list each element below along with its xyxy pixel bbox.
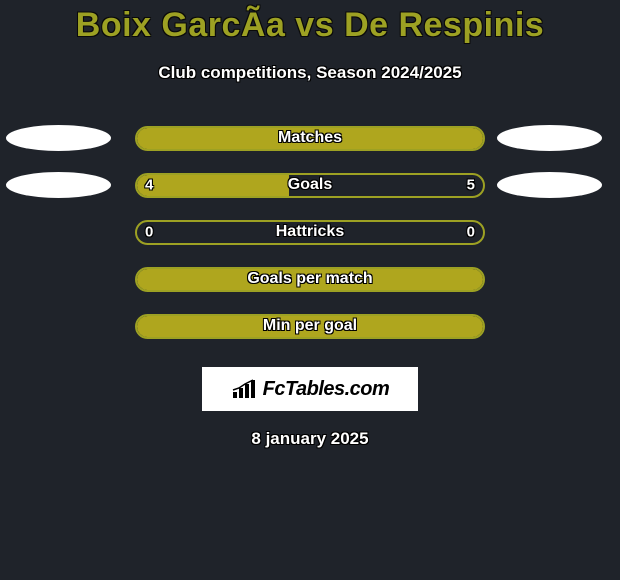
stat-bar: Matches (135, 126, 485, 151)
stat-label: Goals per match (247, 270, 372, 288)
player-ellipse-right (497, 172, 602, 198)
player-ellipse-left (6, 125, 111, 151)
stat-value-right: 0 (467, 224, 475, 241)
comparison-chart: Boix GarcÃ­a vs De Respinis Club competi… (0, 0, 620, 449)
stat-value-left: 0 (145, 224, 153, 241)
stat-bar: Min per goal (135, 314, 485, 339)
stat-value-right: 5 (467, 177, 475, 194)
stat-bar-fill (137, 175, 289, 196)
stat-label: Goals (288, 176, 332, 194)
player-ellipse-right (497, 125, 602, 151)
stat-value-left: 4 (145, 177, 153, 194)
page-title: Boix GarcÃ­a vs De Respinis (0, 6, 620, 45)
stat-row: Min per goal (0, 313, 620, 339)
stat-label: Hattricks (276, 223, 344, 241)
subtitle: Club competitions, Season 2024/2025 (0, 63, 620, 83)
stat-bar: 4 5 Goals (135, 173, 485, 198)
stat-bar: 0 0 Hattricks (135, 220, 485, 245)
stat-row: Matches (0, 125, 620, 151)
stat-label: Matches (278, 129, 342, 147)
player-ellipse-left (6, 172, 111, 198)
stat-label: Min per goal (263, 317, 357, 335)
date-text: 8 january 2025 (0, 429, 620, 449)
stat-row: 0 0 Hattricks (0, 219, 620, 245)
stat-bar: Goals per match (135, 267, 485, 292)
logo-text: FcTables.com (263, 378, 390, 401)
stat-rows: Matches 4 5 Goals 0 0 Hattricks Goals per match… (0, 125, 620, 339)
logo-box: FcTables.com (202, 367, 418, 411)
stat-row: 4 5 Goals (0, 172, 620, 198)
stat-row: Goals per match (0, 266, 620, 292)
bar-chart-icon (231, 378, 257, 400)
